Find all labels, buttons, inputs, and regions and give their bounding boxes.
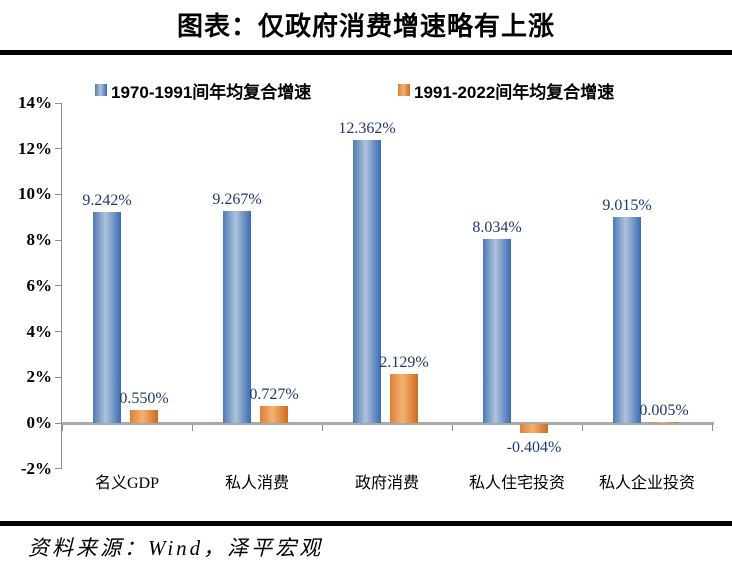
x-axis-tick — [452, 425, 453, 431]
y-tick-label: 10% — [18, 184, 52, 203]
bar-series-1-0 — [130, 410, 158, 423]
legend-swatch-orange-icon — [398, 84, 410, 96]
value-label: 8.034% — [472, 219, 522, 237]
y-axis-tick — [55, 468, 62, 469]
category-label: 私人住宅投资 — [468, 475, 565, 492]
y-axis-tick — [55, 331, 62, 332]
y-tick-label: -2% — [20, 459, 52, 478]
x-axis-tick — [582, 425, 583, 431]
value-label: 0.550% — [119, 390, 169, 408]
bar-series-1-4 — [650, 422, 678, 423]
value-label: 0.005% — [639, 402, 689, 419]
category-label: 名义GDP — [94, 475, 159, 492]
y-tick-label: 6% — [26, 276, 53, 295]
bar-series-1-1 — [260, 406, 288, 423]
source-line: 资料来源：Wind，泽平宏观 — [28, 536, 324, 560]
value-label: 9.242% — [82, 191, 132, 209]
page-title: 图表：仅政府消费增速略有上涨 — [176, 11, 555, 41]
footer-divider-rule — [0, 521, 732, 526]
x-axis-tick — [62, 425, 63, 431]
bar-series-0-0 — [93, 211, 121, 423]
bar-series-0-3 — [483, 239, 511, 423]
y-axis-tick — [55, 423, 62, 424]
bar-series-1-2 — [390, 374, 418, 423]
x-axis-tick — [712, 425, 713, 431]
value-label: 9.267% — [212, 191, 262, 209]
y-axis-tick — [55, 240, 62, 241]
y-tick-label: 2% — [26, 367, 53, 386]
y-axis-tick — [55, 377, 62, 378]
category-label: 私人消费 — [224, 475, 289, 492]
legend-label-series-1: 1991-2022间年均复合增速 — [414, 82, 615, 102]
y-axis-tick — [55, 148, 62, 149]
y-tick-label: 14% — [18, 93, 52, 112]
x-axis-tick — [322, 425, 323, 431]
category-label: 政府消费 — [354, 475, 419, 492]
legend-item-series-1: 1991-2022间年均复合增速 — [398, 81, 614, 102]
bar-series-0-2 — [353, 140, 381, 423]
y-tick-label: 12% — [18, 139, 52, 158]
y-axis-tick — [55, 285, 62, 286]
y-tick-label: 4% — [26, 322, 53, 341]
title-divider-rule — [0, 50, 732, 55]
legend-item-series-0: 1970-1991间年均复合增速 — [95, 81, 311, 102]
bar-series-1-3 — [520, 424, 548, 434]
value-label: 0.727% — [249, 386, 299, 404]
value-label: 9.015% — [602, 196, 652, 214]
y-tick-label: 8% — [26, 230, 53, 249]
y-axis-line — [61, 103, 62, 469]
value-label: 2.129% — [379, 354, 429, 372]
legend-swatch-blue-icon — [95, 84, 107, 96]
bar-series-0-4 — [613, 216, 641, 423]
x-axis-line — [62, 422, 714, 425]
value-label: -0.404% — [506, 439, 562, 457]
y-axis-tick — [55, 194, 62, 195]
legend-label-series-0: 1970-1991间年均复合增速 — [111, 82, 312, 102]
category-label: 私人企业投资 — [598, 475, 695, 492]
chart-plot-area: 14% 12% 10% 8% 6% 4% 2% 0% -2% 9.242% 9.267% 12.362… — [18, 93, 714, 492]
bar-series-0-1 — [223, 211, 251, 423]
x-axis-tick — [192, 425, 193, 431]
value-label: 12.362% — [338, 120, 396, 138]
y-tick-label: 0% — [26, 413, 53, 432]
y-axis-tick — [55, 103, 62, 104]
